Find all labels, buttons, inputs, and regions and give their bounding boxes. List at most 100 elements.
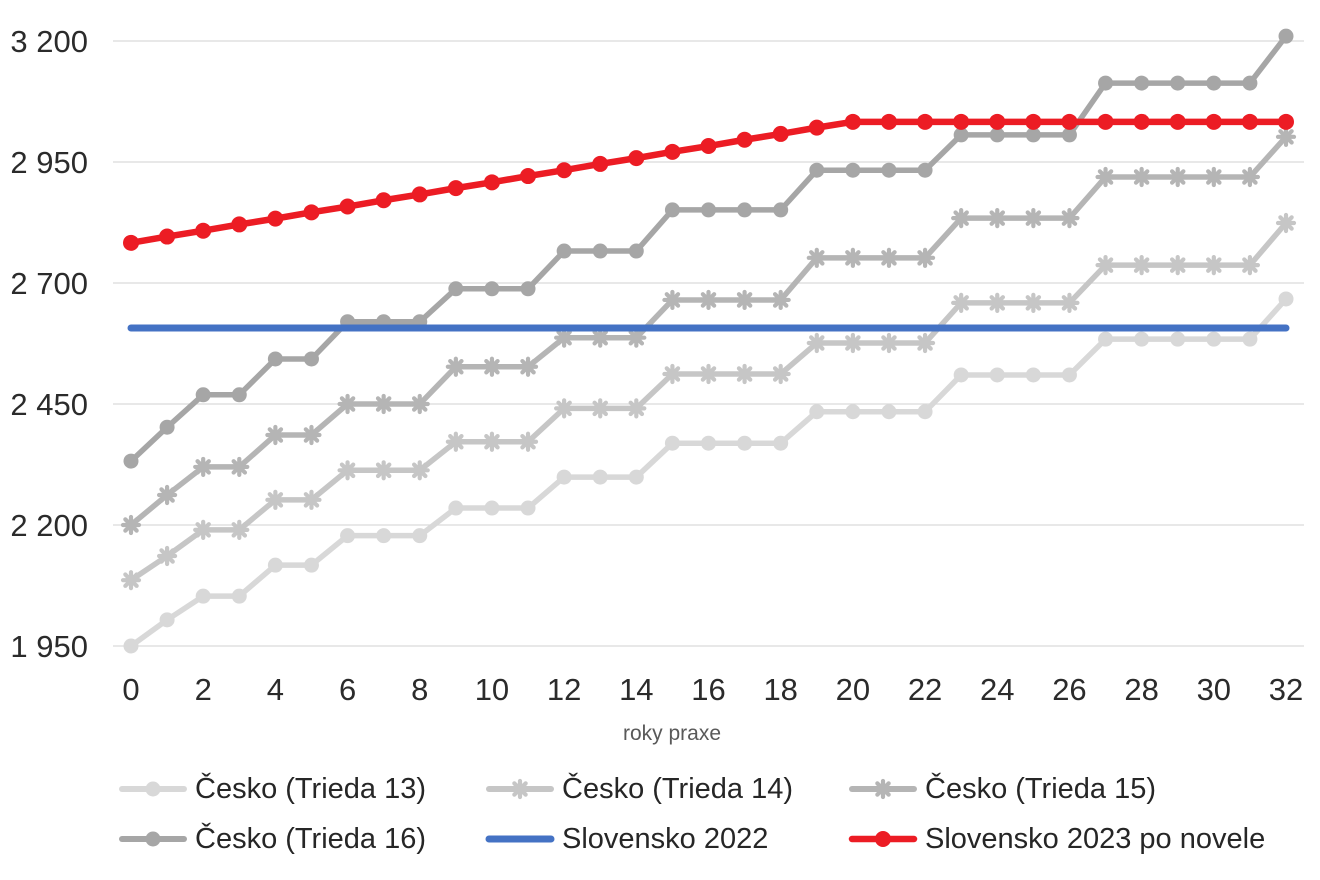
data-point-marker [664, 435, 680, 451]
data-point-marker [375, 192, 392, 209]
data-point-marker [556, 243, 572, 259]
data-point-marker [844, 113, 861, 130]
data-point-marker [231, 588, 247, 604]
data-point-marker [700, 138, 717, 155]
data-point-marker [1098, 75, 1114, 91]
data-point-marker [809, 162, 825, 178]
data-point-marker [1023, 292, 1044, 313]
x-tick-label: 4 [267, 672, 284, 707]
data-point-marker [445, 356, 466, 377]
data-point-marker [267, 351, 283, 367]
data-point-marker [373, 393, 394, 415]
data-point-marker [1205, 113, 1222, 130]
data-point-marker [626, 398, 647, 419]
data-point-marker [195, 222, 212, 239]
data-point-marker [1206, 75, 1222, 91]
data-point-marker [1167, 254, 1188, 276]
data-point-marker [556, 162, 573, 179]
data-point-marker [878, 247, 900, 268]
data-point-marker [809, 404, 825, 420]
data-point-marker [229, 519, 250, 540]
data-point-marker [953, 367, 969, 383]
legend-swatch-cesko-trieda-13 [119, 781, 187, 797]
data-point-marker [987, 208, 1008, 229]
data-point-marker [195, 387, 211, 403]
data-point-marker [484, 281, 500, 297]
data-point-marker [445, 431, 466, 452]
data-point-marker [772, 125, 789, 142]
legend-swatch-cesko-trieda-15 [849, 778, 917, 800]
data-point-marker [1242, 331, 1258, 347]
data-point-marker [120, 570, 142, 591]
legend-swatch-cesko-trieda-14 [486, 778, 554, 800]
data-point-marker [592, 155, 609, 172]
data-point-marker [1059, 208, 1080, 229]
legend-item-cesko-trieda-13: Česko (Trieda 13) [118, 772, 426, 806]
data-point-marker [231, 216, 248, 233]
data-point-marker [806, 332, 827, 354]
data-point-marker [517, 356, 539, 377]
data-point-marker [1134, 331, 1150, 347]
legend-item-slovensko-2023-po-novele: Slovensko 2023 po novele [848, 822, 1265, 856]
data-point-marker [1133, 113, 1150, 130]
data-point-marker [337, 393, 358, 415]
data-point-marker [875, 831, 891, 847]
data-point-marker [1025, 127, 1041, 143]
data-point-marker [303, 557, 319, 573]
data-point-marker [520, 281, 536, 297]
data-point-marker [520, 168, 537, 185]
data-point-marker [701, 435, 717, 451]
series-cesko-trieda-14 [120, 212, 1297, 591]
legend-label-slovensko-2022: Slovensko 2022 [562, 822, 769, 855]
data-point-marker [1275, 126, 1297, 147]
data-point-marker [265, 424, 286, 446]
x-tick-label: 16 [691, 672, 725, 707]
y-tick-label: 2 950 [10, 145, 88, 180]
data-point-marker [156, 484, 178, 506]
data-point-marker [267, 557, 283, 573]
series-cesko-trieda-15 [120, 126, 1297, 536]
data-point-marker [664, 202, 680, 218]
data-point-marker [737, 202, 753, 218]
data-point-marker [698, 363, 719, 385]
data-point-marker [448, 281, 464, 297]
y-tick-label: 2 200 [10, 508, 88, 543]
data-point-marker [409, 460, 430, 481]
data-point-marker [1278, 291, 1294, 307]
x-tick-label: 0 [122, 672, 139, 707]
data-point-marker [159, 612, 175, 628]
data-point-marker [917, 162, 933, 178]
x-tick-label: 20 [836, 672, 870, 707]
data-point-marker [914, 332, 936, 354]
data-point-marker [556, 469, 572, 485]
data-point-marker [1131, 254, 1152, 276]
data-point-marker [914, 247, 936, 268]
data-point-marker [1134, 75, 1150, 91]
data-point-marker [1098, 331, 1114, 347]
data-point-marker [1095, 166, 1116, 188]
data-point-marker [1170, 75, 1186, 91]
data-point-marker [770, 289, 791, 311]
data-point-marker [409, 393, 430, 415]
data-point-marker [953, 127, 969, 143]
data-point-marker [1242, 75, 1258, 91]
data-point-marker [1169, 113, 1186, 130]
data-point-marker [1023, 208, 1044, 229]
data-point-marker [880, 113, 897, 130]
data-point-marker [123, 453, 139, 469]
data-point-marker [1025, 367, 1041, 383]
legend-label-cesko-trieda-14: Česko (Trieda 14) [562, 772, 794, 805]
data-point-marker [1167, 166, 1188, 188]
data-point-marker [845, 404, 861, 420]
data-point-marker [1239, 254, 1261, 276]
legend-label-cesko-trieda-15: Česko (Trieda 15) [925, 772, 1157, 805]
data-point-marker [872, 778, 894, 800]
data-point-marker [773, 435, 789, 451]
data-point-marker [881, 404, 897, 420]
legend-label-slovensko-2023-po-novele: Slovensko 2023 po novele [925, 822, 1266, 855]
data-point-marker [987, 292, 1008, 313]
legend-swatch-cesko-trieda-16 [119, 831, 187, 847]
data-point-marker [1241, 113, 1258, 130]
data-point-marker [265, 489, 286, 510]
data-point-marker [628, 150, 645, 167]
